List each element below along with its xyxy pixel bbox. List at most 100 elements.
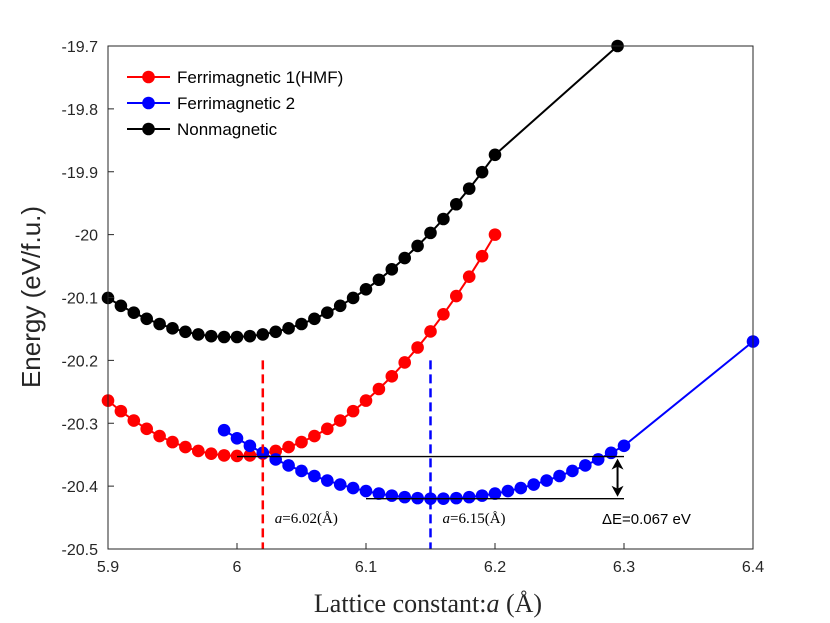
- data-point: [540, 474, 553, 487]
- data-point: [114, 404, 128, 418]
- data-point: [462, 182, 476, 195]
- x-tick-label: 6.2: [484, 559, 506, 576]
- data-point: [166, 322, 179, 335]
- x-axis-label-var: a: [486, 589, 499, 618]
- data-point: [398, 490, 412, 504]
- legend-marker-1: [142, 96, 155, 110]
- data-point: [591, 453, 605, 466]
- data-point: [372, 382, 386, 396]
- data-point: [179, 440, 192, 454]
- data-point: [462, 490, 476, 504]
- data-point: [488, 228, 502, 241]
- data-point: [282, 440, 295, 454]
- data-point: [424, 325, 437, 338]
- data-point: [243, 439, 257, 453]
- data-point: [140, 312, 153, 326]
- x-axis-label: Lattice constant:a (Å): [314, 589, 542, 618]
- y-tick-label: -20.3: [62, 416, 99, 433]
- data-point: [488, 487, 502, 500]
- x-tick-label: 6.1: [355, 559, 377, 576]
- data-point: [308, 429, 321, 443]
- delta-arrow-head-down: [611, 485, 624, 497]
- data-point: [321, 474, 334, 487]
- data-point: [346, 404, 360, 418]
- data-point: [514, 481, 528, 495]
- data-point: [398, 356, 412, 369]
- data-point: [308, 312, 321, 326]
- data-point: [579, 459, 592, 472]
- y-tick-label: -20: [75, 228, 98, 245]
- data-point: [450, 197, 463, 211]
- data-point: [192, 444, 205, 458]
- data-point: [385, 489, 399, 502]
- data-point: [553, 469, 566, 483]
- x-axis-label-prefix: Lattice constant:: [314, 589, 487, 618]
- data-point: [295, 464, 308, 478]
- legend-label-1: Ferrimagnetic 2: [177, 94, 295, 113]
- legend-label-0: Ferrimagnetic 1(HMF): [177, 68, 343, 87]
- x-tick-label: 6: [233, 559, 242, 576]
- data-point: [475, 249, 489, 263]
- axes: 5.9 6 6.1 6.2 6.3 6.4 -20.5 -20.4 -20.3 -20.2 -20.…: [62, 39, 765, 576]
- data-point: [333, 478, 347, 491]
- data-point: [566, 464, 579, 478]
- data-point: [179, 325, 192, 339]
- delta-arrow-head-up: [611, 458, 624, 470]
- y-tick-label: -20.5: [62, 542, 99, 559]
- data-point: [204, 447, 218, 461]
- vline-label-0: a=6.02(Å): [275, 511, 338, 527]
- data-point: [204, 329, 218, 343]
- y-tick-label: -20.4: [62, 479, 99, 496]
- data-point: [424, 226, 437, 240]
- data-point: [217, 423, 231, 437]
- data-point: [488, 148, 502, 162]
- data-point: [346, 291, 360, 305]
- data-point: [475, 489, 489, 502]
- data-point: [359, 282, 373, 296]
- y-tick-label: -19.7: [62, 39, 99, 56]
- data-point: [127, 414, 141, 427]
- data-point: [230, 431, 244, 445]
- data-point: [295, 317, 308, 331]
- data-point: [114, 299, 128, 313]
- data-point: [617, 439, 631, 453]
- data-point: [333, 299, 347, 313]
- data-point: [385, 263, 399, 276]
- legend-label-2: Nonmagnetic: [177, 120, 278, 139]
- data-point: [217, 449, 231, 462]
- annotations: a=6.02(Å) a=6.15(Å) ΔE=0.067 eV: [237, 360, 691, 549]
- x-tick-label: 5.9: [97, 559, 119, 576]
- x-axis-label-unit: (Å): [499, 589, 542, 618]
- data-point: [372, 273, 386, 287]
- data-point: [462, 270, 476, 283]
- data-point: [398, 251, 412, 265]
- legend-marker-0: [142, 70, 155, 84]
- data-point: [282, 459, 295, 472]
- y-tick-label: -19.9: [62, 165, 99, 182]
- y-axis-label: Energy (eV/f.u.): [16, 206, 46, 388]
- data-point: [243, 449, 257, 462]
- delta-e-label: ΔE=0.067 eV: [602, 511, 691, 528]
- data-point: [437, 308, 450, 321]
- data-point: [308, 469, 321, 483]
- data-point: [359, 484, 373, 498]
- y-tick-label: -20.1: [62, 291, 99, 308]
- data-point: [411, 239, 424, 253]
- data-point: [333, 414, 347, 427]
- y-tick-label: -19.8: [62, 102, 99, 119]
- x-tick-label: 6.3: [613, 559, 635, 576]
- data-point: [359, 394, 373, 407]
- legend-marker-2: [142, 122, 155, 136]
- x-tick-label: 6.4: [742, 559, 764, 576]
- data-point: [166, 435, 179, 449]
- data-point: [450, 289, 463, 303]
- data-point: [385, 369, 399, 383]
- data-point: [269, 325, 283, 339]
- data-point: [501, 484, 515, 498]
- data-point: [321, 306, 334, 320]
- data-point: [411, 341, 424, 354]
- data-point: [127, 306, 141, 320]
- data-point: [321, 422, 334, 436]
- data-point: [243, 329, 257, 343]
